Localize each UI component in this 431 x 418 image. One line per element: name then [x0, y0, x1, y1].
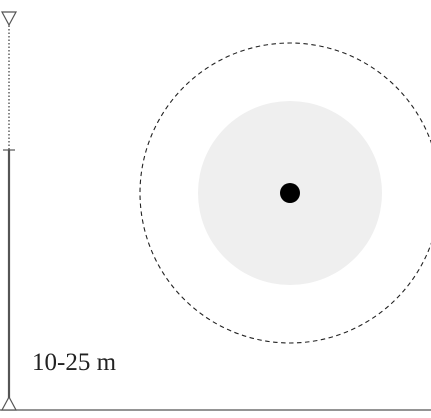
center-point [280, 183, 300, 203]
outer-range-circle [139, 42, 431, 344]
range-label: 10-25 m [32, 349, 117, 376]
scale-bottom-arrow-icon [0, 395, 18, 411]
scale-top-arrow-icon [0, 11, 18, 27]
